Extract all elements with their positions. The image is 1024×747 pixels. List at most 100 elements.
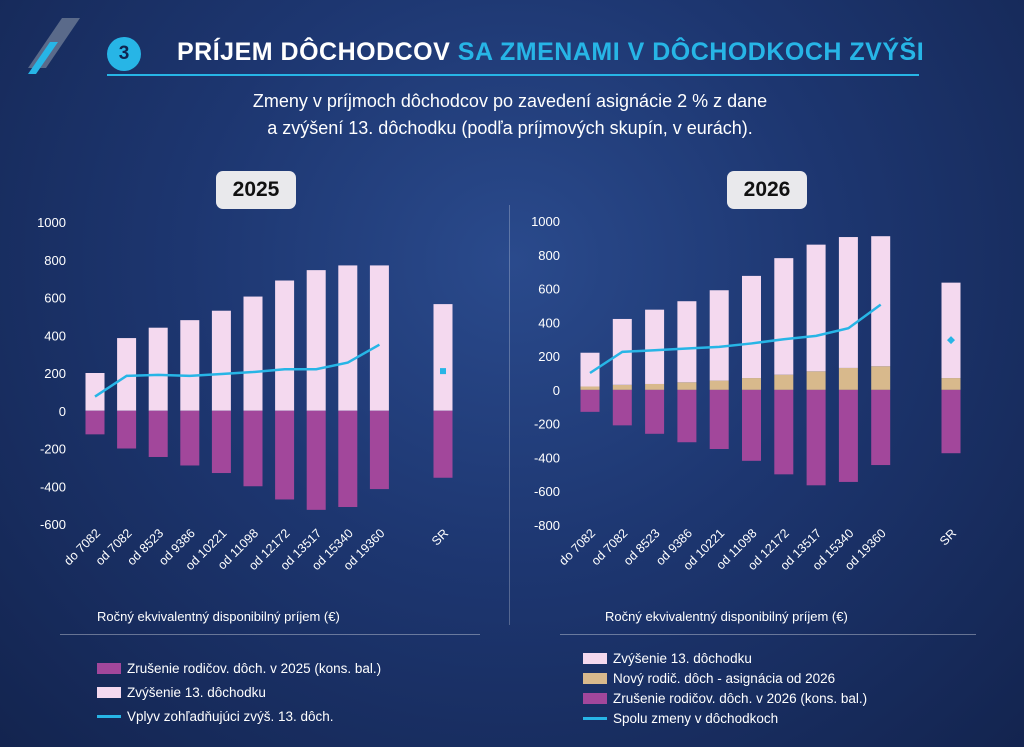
legend-swatch [583,692,607,704]
legend-swatch [583,652,607,664]
bar-cancel [709,389,729,449]
bar-assignment [612,384,632,390]
bar-cancel [677,389,697,443]
x-axis-title-2025: Ročný ekvivalentný disponibilný príjem (… [97,609,340,624]
y-tick-label: 0 [553,383,560,398]
bar-assignment [871,366,891,390]
x-axis-title-2026: Ročný ekvivalentný disponibilný príjem (… [605,609,848,624]
y-tick-label: 800 [538,248,560,263]
bar-increase [709,290,729,381]
bar-increase [433,304,453,411]
legend-swatch [97,714,121,718]
legend-label: Zvýšenie 13. dôchodku [127,684,266,700]
bar-cancel [580,389,600,412]
legend-label: Spolu zmeny v dôchodkoch [613,710,779,726]
bar-increase [85,373,105,411]
title-highlight: SA ZMENAMI V DÔCHODKOCH ZVÝŠI [457,38,925,66]
bar-cancel [211,410,231,474]
legend-item: Nový rodič. dôch - asignácia od 2026 [583,668,867,688]
subtitle-line-2: a zvýšení 13. dôchodku (podľa príjmových… [267,118,753,138]
legend-swatch [97,686,121,698]
bar-cancel [838,389,858,482]
bar-assignment [838,367,858,390]
bar-cancel [148,410,168,457]
legend-swatch [583,716,607,720]
series-line [589,303,882,375]
title-main: PRÍJEM DÔCHODCOV [177,38,451,66]
y-tick-label: -200 [534,417,560,432]
y-tick-label: 0 [59,404,66,419]
legend-label: Zvýšenie 13. dôchodku [613,650,752,666]
title-rule [107,74,919,76]
section-badge: 3 [107,37,141,71]
y-tick-label: -600 [40,517,66,532]
y-tick-label: 200 [538,349,560,364]
sr-marker [947,336,955,345]
y-tick-label: -600 [534,484,560,499]
bar-increase [211,310,231,411]
bar-assignment [742,378,761,390]
bar-increase [871,236,891,367]
y-tick-label: -400 [534,450,560,465]
legend-2026: Zvýšenie 13. dôchodku Nový rodič. dôch -… [583,648,867,728]
bar-cancel [433,410,453,478]
bar-increase [306,270,326,411]
series-line [94,343,381,398]
bar-increase [580,352,600,387]
legend-item: Zvýšenie 13. dôchodku [97,682,381,702]
y-tick-label: 1000 [37,215,66,230]
chart-title-2026: 2026 [727,171,807,209]
bar-cancel [941,389,961,454]
page-title: PRÍJEM DÔCHODCOV SA ZMENAMI V DÔCHODKOCH… [177,38,924,67]
bar-increase [677,301,697,383]
y-tick-label: 1000 [531,214,560,229]
bar-assignment [709,380,729,390]
bar-assignment [774,374,794,390]
chart-title-2025: 2025 [216,171,296,209]
bar-increase [369,265,389,411]
bar-increase [275,280,295,411]
bar-cancel [180,410,200,466]
x-tick-label: SR [937,526,959,548]
subtitle: Zmeny v príjmoch dôchodcov po zavedení a… [150,88,870,142]
bar-cancel [275,410,295,500]
bar-cancel [369,410,389,490]
logo-icon [28,18,80,74]
legend-item: Zrušenie rodičov. dôch. v 2026 (kons. ba… [583,688,867,708]
bar-increase [941,282,961,379]
legend-rule-2026 [560,634,976,635]
legend-label: Zrušenie rodičov. dôch. v 2025 (kons. ba… [127,660,382,676]
sr-marker [440,368,446,375]
bar-assignment [806,371,826,390]
bar-assignment [677,382,697,390]
bar-cancel [612,389,632,426]
bar-assignment [645,383,665,390]
subtitle-line-1: Zmeny v príjmoch dôchodcov po zavedení a… [252,91,768,111]
bar-increase [774,258,794,375]
bar-cancel [306,410,326,510]
y-tick-label: 600 [538,282,560,297]
y-tick-label: -800 [534,518,560,533]
bar-increase [180,320,200,411]
bar-cancel [338,410,358,508]
legend-swatch [97,662,121,674]
legend-label: Zrušenie rodičov. dôch. v 2026 (kons. ba… [613,690,868,706]
legend-label: Vplyv zohľadňujúci zvýš. 13. dôch. [127,708,334,724]
legend-item: Zrušenie rodičov. dôch. v 2025 (kons. ba… [97,658,381,678]
legend-item: Spolu zmeny v dôchodkoch [583,708,867,728]
legend-item: Vplyv zohľadňujúci zvýš. 13. dôch. [97,706,381,726]
bar-increase [243,296,263,411]
legend-2025: Zrušenie rodičov. dôch. v 2025 (kons. ba… [97,658,381,726]
y-tick-label: -400 [40,479,66,494]
y-tick-label: 600 [44,291,66,306]
bar-increase [645,309,665,384]
bar-increase [806,244,826,372]
bar-cancel [806,389,826,486]
y-tick-label: 400 [538,315,560,330]
bar-increase [338,265,358,411]
bar-assignment [941,378,961,390]
bar-assignment [580,386,600,390]
bar-cancel [742,389,761,461]
